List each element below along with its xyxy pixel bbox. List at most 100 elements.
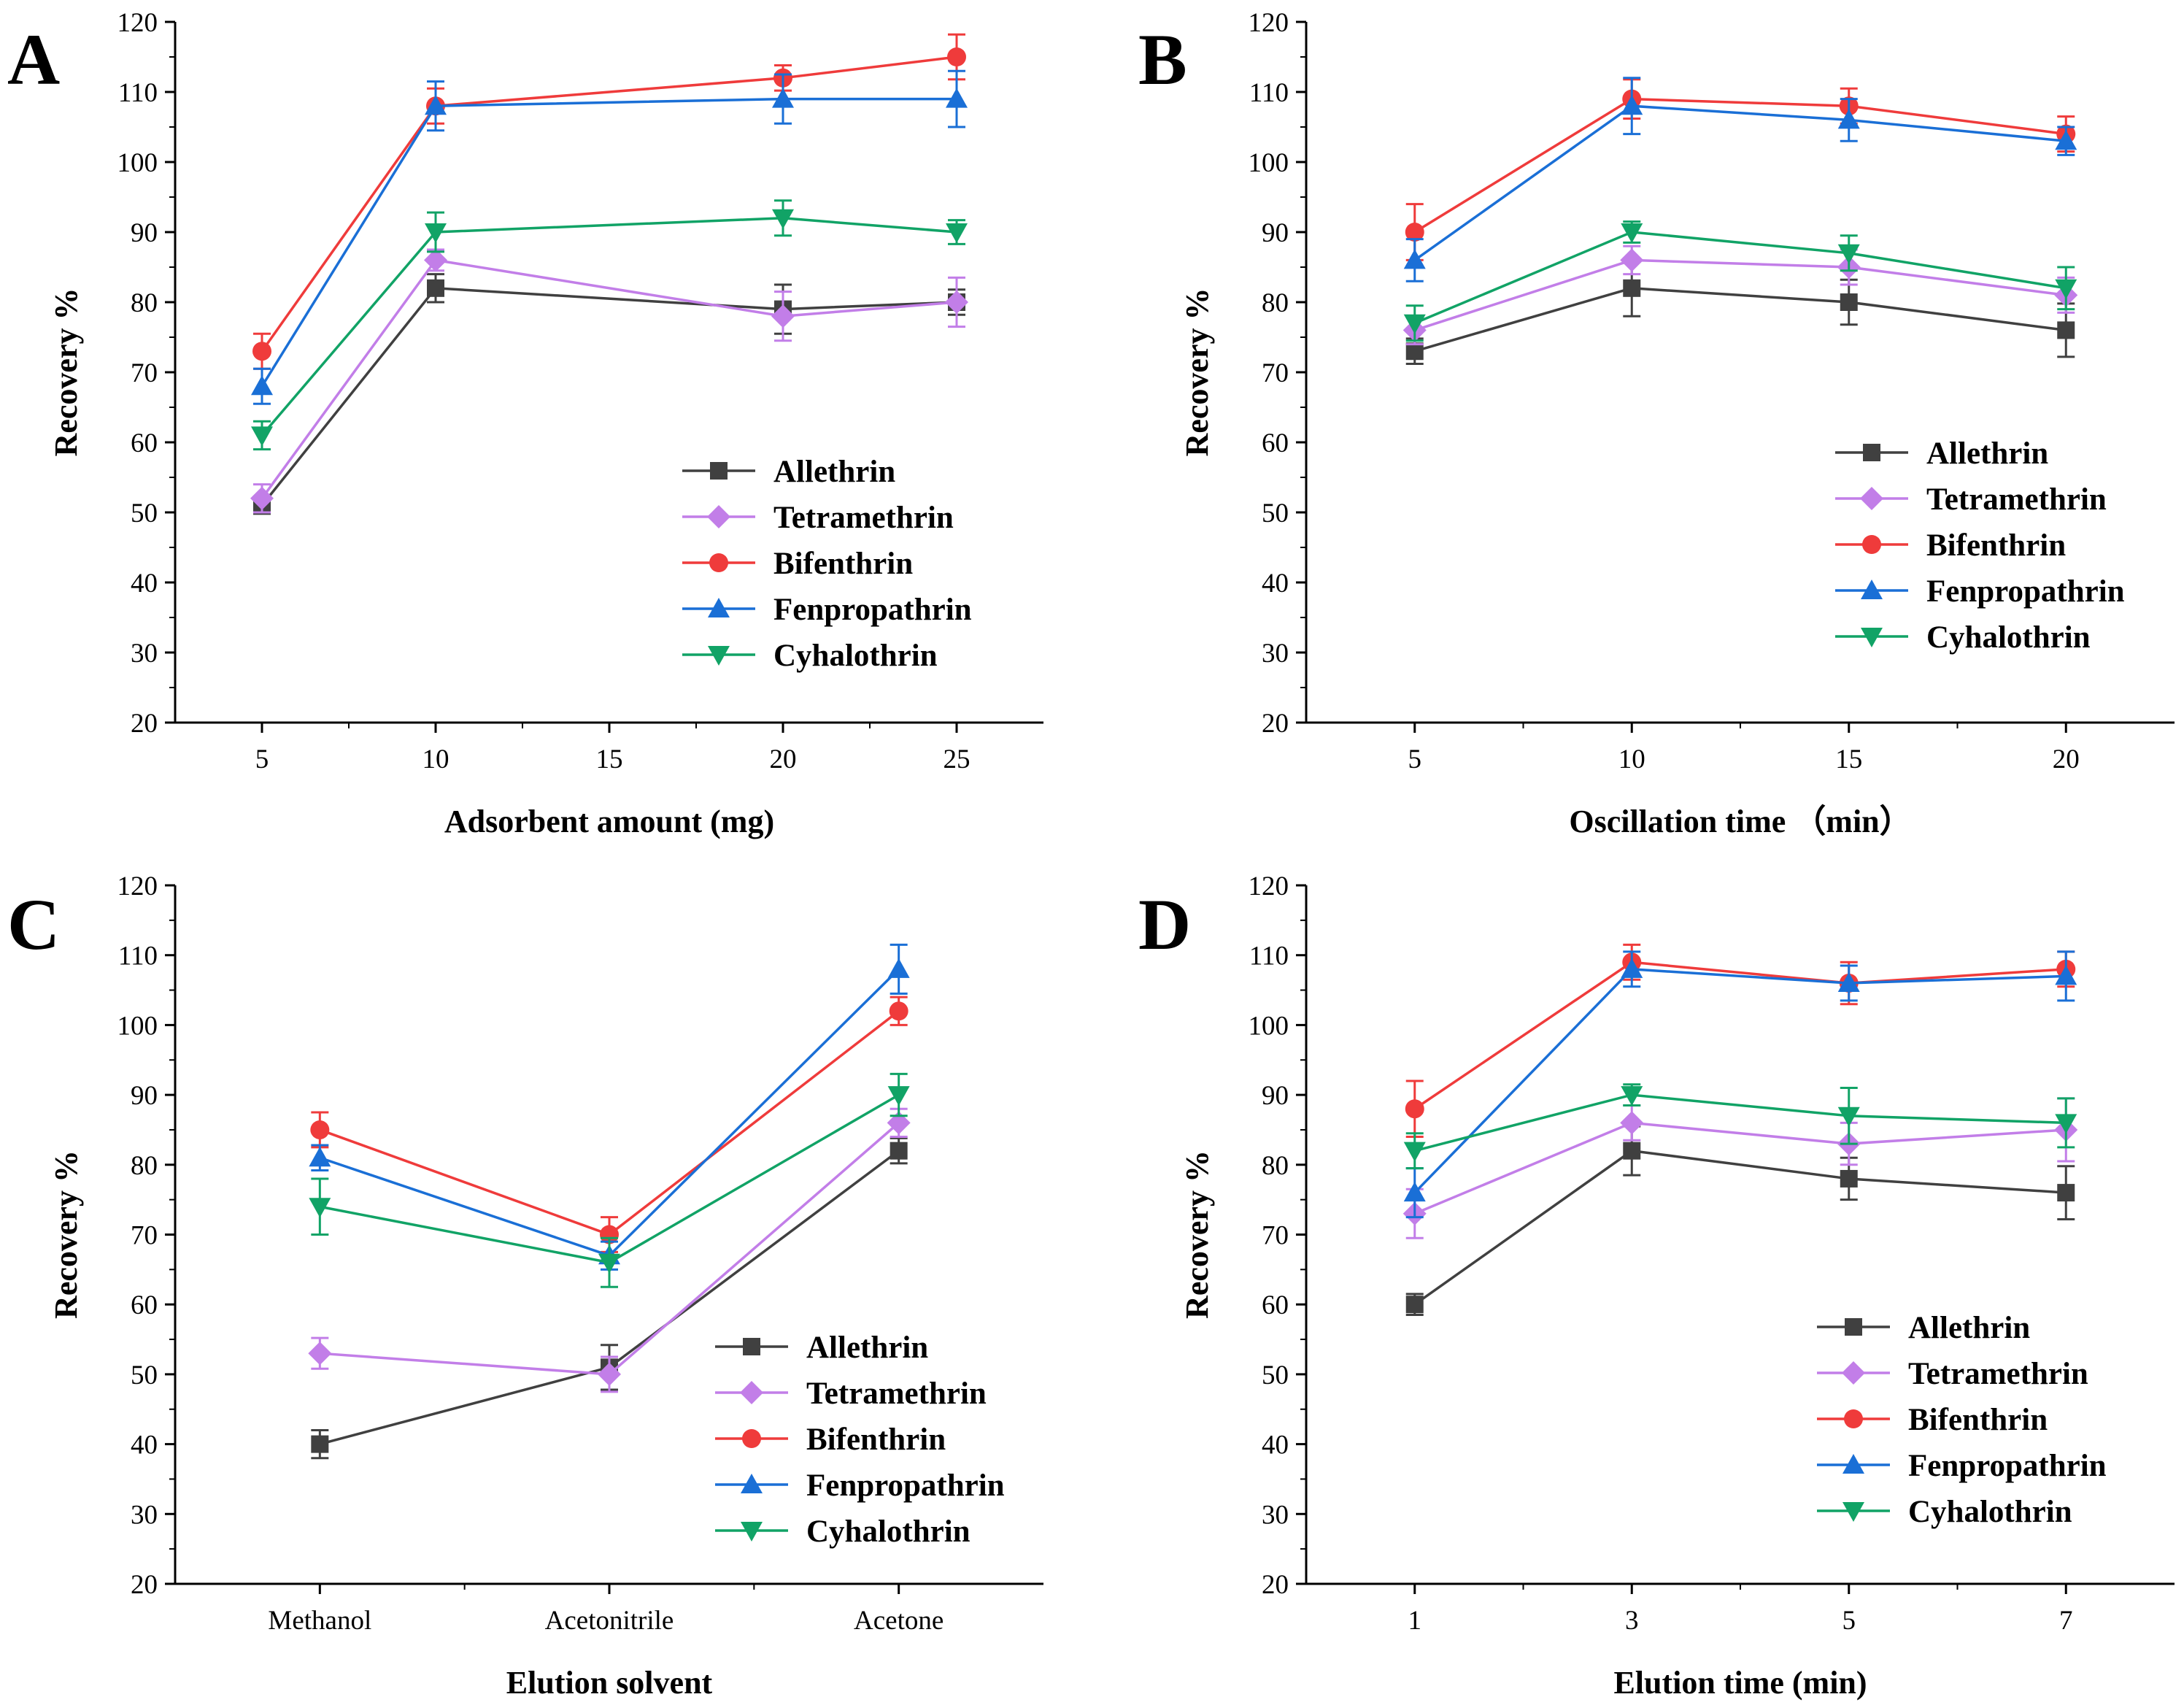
panel-a-legend-marker-tetramethrin	[707, 505, 730, 528]
panel-a-y-tick-label: 60	[131, 428, 158, 458]
panel-b-y-tick-label: 20	[1262, 709, 1289, 739]
panel-c-y-tick-label: 120	[117, 871, 158, 901]
panel-c-x-axis-title: Elution solvent	[506, 1665, 713, 1701]
panel-a-letter: A	[7, 19, 60, 100]
panel-c-point-cyhalothrin	[887, 1086, 910, 1106]
panel-b-point-allethrin	[1623, 279, 1641, 297]
panel-c-point-allethrin	[890, 1142, 908, 1160]
panel-a-y-tick-label: 120	[117, 8, 158, 38]
panel-b-legend-label-allethrin: Allethrin	[1926, 436, 2048, 471]
panel-a-y-axis-title: Recovery %	[48, 288, 84, 457]
panel-a-x-tick-label: 15	[596, 744, 623, 774]
panel-c-series-cyhalothrin	[309, 1072, 910, 1288]
panel-c-y-tick-label: 70	[131, 1221, 158, 1251]
panel-b-x-tick-label: 5	[1408, 744, 1422, 774]
panel-b-y-tick-label: 100	[1249, 148, 1289, 178]
panel-c-letter: C	[7, 884, 60, 965]
panel-d-y-tick-label: 90	[1262, 1081, 1289, 1111]
panel-d-letter: D	[1138, 884, 1191, 965]
panel-a-legend-label-allethrin: Allethrin	[773, 455, 895, 489]
panel-c-legend-label-fenpropathrin: Fenpropathrin	[806, 1469, 1005, 1503]
panel-b-line-fenpropathrin	[1413, 104, 2067, 261]
panel-a-point-allethrin	[427, 279, 444, 297]
panel-c-x-tick-label: Acetonitrile	[545, 1606, 674, 1636]
panel-b-y-tick-label: 30	[1262, 639, 1289, 669]
panel-a-point-fenpropathrin	[425, 95, 447, 115]
panel-d-y-tick-label: 60	[1262, 1290, 1289, 1320]
panel-b-point-cyhalothrin	[1837, 244, 1860, 264]
panel-a-point-tetramethrin	[945, 290, 968, 314]
panel-d-line-fenpropathrin	[1413, 968, 2067, 1194]
panel-b-point-bifenthrin	[1405, 223, 1424, 242]
panel-b-legend-label-fenpropathrin: Fenpropathrin	[1926, 574, 2125, 609]
panel-c-legend-marker-bifenthrin	[742, 1429, 761, 1448]
panel-a-point-bifenthrin	[947, 47, 966, 66]
panel-c-point-cyhalothrin	[309, 1198, 331, 1218]
panel-c-point-bifenthrin	[889, 1001, 908, 1021]
panel-b-series-allethrin	[1405, 258, 2075, 365]
panel-d-y-tick-label: 80	[1262, 1151, 1289, 1181]
panel-d-point-tetramethrin	[1620, 1111, 1644, 1135]
panel-b-series-fenpropathrin	[1403, 77, 2077, 282]
panel-b-x-tick-label: 15	[1835, 744, 1862, 774]
panel-c-point-tetramethrin	[598, 1362, 621, 1386]
panel-d-y-tick-label: 50	[1262, 1360, 1289, 1390]
panel-a-line-allethrin	[261, 286, 957, 507]
panel-c-point-tetramethrin	[887, 1111, 911, 1135]
panel-c-point-bifenthrin	[600, 1225, 619, 1244]
panel-a-series-fenpropathrin	[251, 69, 968, 405]
panel-a-series-cyhalothrin	[251, 199, 968, 451]
panel-c-legend-label-allethrin: Allethrin	[806, 1331, 928, 1365]
panel-a-series-tetramethrin	[250, 248, 968, 514]
panel-b-y-tick-label: 90	[1262, 218, 1289, 248]
panel-d-point-fenpropathrin	[1837, 971, 1860, 992]
panel-a-x-tick-label: 10	[422, 744, 449, 774]
panel-d-line-allethrin	[1413, 1149, 2067, 1306]
panel-a-point-fenpropathrin	[251, 375, 273, 396]
panel-d-legend-label-bifenthrin: Bifenthrin	[1908, 1403, 2048, 1437]
panel-a-y-tick-label: 50	[131, 499, 158, 528]
panel-b-point-fenpropathrin	[1403, 249, 1426, 269]
panel-c-y-tick-label: 60	[131, 1290, 158, 1320]
panel-a-point-fenpropathrin	[946, 88, 968, 108]
panel-d-x-tick-label: 7	[2059, 1606, 2073, 1636]
panel-c-y-tick-label: 80	[131, 1151, 158, 1181]
panel-b-x-tick-label: 10	[1618, 744, 1645, 774]
panel-d-legend-label-fenpropathrin: Fenpropathrin	[1908, 1449, 2107, 1483]
panel-d-y-tick-label: 30	[1262, 1500, 1289, 1530]
panel-c-point-tetramethrin	[308, 1342, 332, 1366]
panel-b-legend-marker-tetramethrin	[1860, 487, 1883, 510]
panel-c-y-tick-label: 30	[131, 1500, 158, 1530]
panel-d-legend-label-cyhalothrin: Cyhalothrin	[1908, 1495, 2072, 1529]
panel-d: D 20 30 40 50 60 70 80 90 100 110 120 1 3 5 7 Elution ti…	[1138, 871, 2175, 1701]
panel-c-y-axis-title: Recovery %	[48, 1150, 84, 1319]
panel-b: B 20 30 40 50 60 70 80 90 100 110 120 5 10 15 20 Oscilla…	[1138, 8, 2175, 839]
panel-c-legend-marker-allethrin	[743, 1338, 760, 1355]
panel-b-line-tetramethrin	[1414, 258, 2067, 332]
panel-b-x-tick-label: 20	[2053, 744, 2080, 774]
panel-d-point-fenpropathrin	[1403, 1182, 1426, 1202]
panel-d-x-tick-label: 5	[1842, 1606, 1856, 1636]
panel-c-legend-label-bifenthrin: Bifenthrin	[806, 1423, 946, 1457]
panel-d-legend-label-allethrin: Allethrin	[1908, 1311, 2030, 1345]
panel-d-legend-marker-cyhalothrin	[1842, 1502, 1864, 1522]
panel-d-point-fenpropathrin	[2055, 965, 2077, 985]
panel-c-legend: Allethrin Tetramethrin Bifenthrin Fenpropat…	[715, 1331, 1005, 1549]
panel-a-legend-label-tetramethrin: Tetramethrin	[773, 501, 954, 535]
panel-d-series-allethrin	[1405, 1125, 2075, 1317]
panel-b-point-fenpropathrin	[1837, 109, 1860, 129]
panel-c-y-tick-label: 100	[117, 1011, 158, 1041]
panel-c-point-bifenthrin	[310, 1120, 330, 1139]
panel-a-y-tick-label: 100	[117, 148, 158, 178]
panel-d-y-tick-label: 110	[1249, 942, 1289, 971]
panel-b-x-axis-title: Oscillation time （min）	[1569, 804, 1911, 839]
panel-b-y-tick-label: 80	[1262, 288, 1289, 318]
panel-b-y-tick-label: 40	[1262, 569, 1289, 599]
panel-d-legend-marker-tetramethrin	[1842, 1361, 1865, 1385]
panel-c-legend-marker-cyhalothrin	[741, 1522, 763, 1542]
panel-d-x-tick-label: 3	[1625, 1606, 1639, 1636]
panel-c-y-tick-label: 20	[131, 1570, 158, 1600]
panel-d-point-allethrin	[1840, 1169, 1858, 1188]
panel-b-point-cyhalothrin	[2055, 279, 2077, 299]
